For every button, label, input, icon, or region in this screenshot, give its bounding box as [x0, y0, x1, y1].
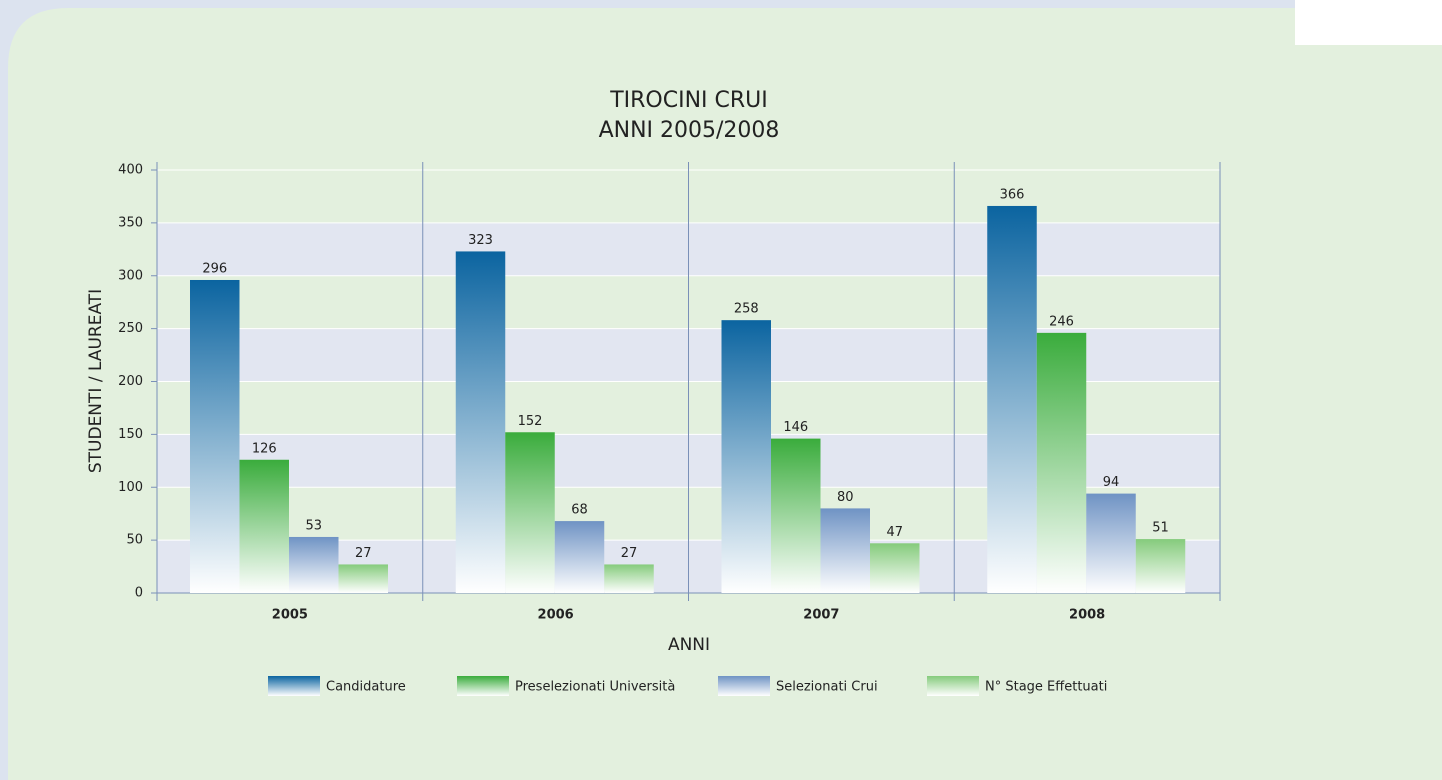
legend-swatch — [268, 676, 320, 696]
x-axis-label: ANNI — [668, 635, 710, 655]
y-axis-label: STUDENTI / LAUREATI — [86, 289, 106, 473]
corner-panel — [1295, 0, 1442, 45]
legend-label: N° Stage Effettuati — [985, 680, 1107, 695]
value-label: 94 — [1103, 475, 1120, 490]
value-label: 51 — [1152, 521, 1169, 536]
bar — [190, 279, 240, 593]
bar — [870, 543, 920, 593]
bar — [239, 459, 289, 593]
bar — [455, 251, 506, 594]
bar — [505, 432, 555, 593]
value-label: 27 — [355, 546, 372, 561]
x-tick-label: 2008 — [1069, 608, 1105, 623]
y-tick-label: 150 — [118, 427, 143, 442]
value-label: 68 — [571, 503, 588, 518]
value-label: 152 — [518, 414, 543, 429]
bar — [1086, 493, 1136, 593]
bar — [1036, 332, 1087, 593]
x-tick-label: 2007 — [803, 608, 839, 623]
bar — [987, 205, 1037, 593]
legend-swatch — [927, 676, 979, 696]
value-label: 258 — [734, 302, 759, 317]
value-label: 323 — [468, 233, 493, 248]
y-tick-label: 100 — [118, 480, 143, 495]
bar — [1135, 539, 1186, 593]
x-tick-label: 2005 — [272, 608, 308, 623]
value-label: 296 — [202, 261, 227, 276]
y-tick-label: 0 — [135, 586, 143, 601]
y-tick-label: 350 — [118, 215, 143, 230]
value-label: 366 — [1000, 187, 1025, 202]
legend-label: Selezionati Crui — [776, 680, 878, 695]
bar — [338, 564, 388, 593]
y-tick-label: 50 — [126, 533, 143, 548]
y-tick-label: 300 — [118, 268, 143, 283]
legend-swatch — [457, 676, 509, 696]
y-tick-label: 250 — [118, 321, 143, 336]
bar — [771, 438, 821, 593]
x-tick-label: 2006 — [538, 608, 574, 623]
chart-title: TIROCINI CRUI — [609, 88, 768, 113]
value-label: 27 — [621, 546, 638, 561]
bar — [554, 521, 605, 593]
value-label: 246 — [1049, 314, 1074, 329]
bar — [721, 320, 771, 593]
value-label: 47 — [886, 525, 903, 540]
legend-label: Candidature — [326, 680, 406, 695]
bar — [289, 536, 339, 593]
chart-subtitle: ANNI 2005/2008 — [599, 118, 780, 143]
y-tick-label: 400 — [118, 163, 143, 178]
legend-label: Preselezionati Università — [515, 680, 675, 695]
bar — [820, 508, 870, 593]
value-label: 126 — [252, 441, 277, 456]
legend-swatch — [718, 676, 770, 696]
value-label: 53 — [305, 518, 322, 533]
value-label: 80 — [837, 490, 854, 505]
y-tick-label: 200 — [118, 374, 143, 389]
value-label: 146 — [783, 420, 808, 435]
bar — [604, 564, 654, 593]
